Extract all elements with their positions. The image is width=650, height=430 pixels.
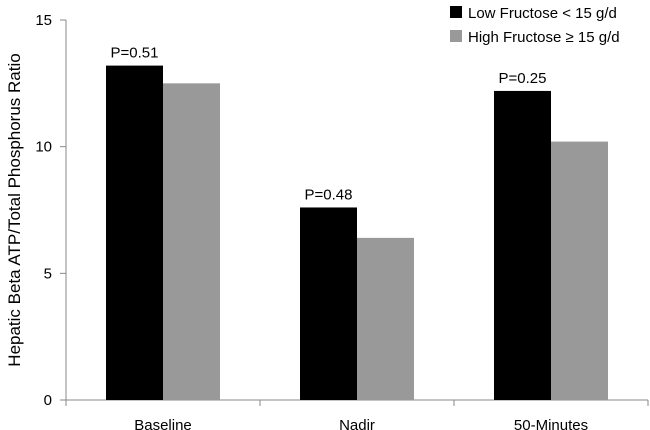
bar-low-fructose [300, 207, 357, 400]
legend-swatch [450, 30, 462, 42]
p-value-annotation: P=0.25 [499, 70, 547, 87]
bar-high-fructose [163, 83, 220, 400]
bar-high-fructose [357, 237, 414, 400]
legend-label: High Fructose ≥ 15 g/d [468, 29, 620, 46]
y-tick-label: 10 [35, 139, 52, 156]
x-tick-label: Nadir [339, 417, 375, 430]
legend-swatch [450, 6, 462, 18]
x-tick-label: 50-Minutes [514, 417, 588, 430]
bar-high-fructose [551, 141, 608, 400]
legend-label: Low Fructose < 15 g/d [468, 5, 617, 22]
y-tick-label: 0 [44, 392, 52, 409]
y-tick-label: 15 [35, 12, 52, 29]
bar-low-fructose [106, 65, 163, 400]
bar-low-fructose [494, 90, 551, 400]
p-value-annotation: P=0.48 [305, 186, 353, 203]
chart-labels: Baseline P=0.51 Nadir P=0.48 50-Minutes P=0.2… [111, 45, 589, 430]
x-tick-label: Baseline [134, 417, 192, 430]
p-value-annotation: P=0.51 [111, 45, 159, 62]
chart-legend: Low Fructose < 15 g/d High Fructose ≥ 15 … [450, 5, 620, 46]
y-axis-title: Hepatic Beta ATP/Total Phosphorus Ratio [5, 53, 24, 366]
chart-bars [106, 65, 608, 400]
y-tick-label: 5 [44, 265, 52, 282]
